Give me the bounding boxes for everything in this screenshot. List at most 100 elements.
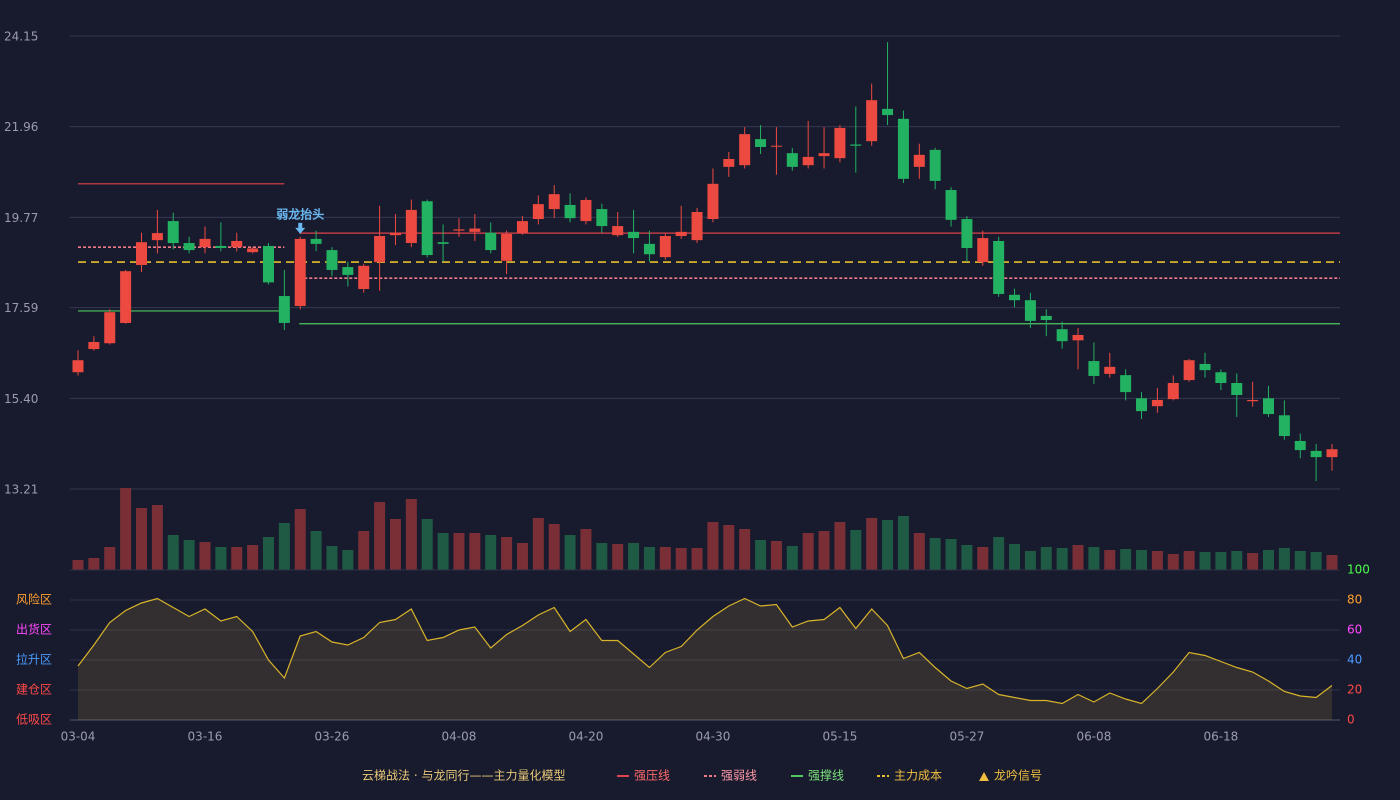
annotation-text: 弱龙抬头 [276,206,324,221]
candle-body [675,231,687,236]
y2-tick-label: 20 [1347,683,1362,697]
volume-bar [1088,547,1100,570]
candle-body [628,231,640,239]
volume-bar [1263,550,1275,570]
candle-body [596,209,608,227]
volume-bar [770,541,782,570]
y-tick-label: 17.59 [4,301,38,315]
candle-body [374,235,386,263]
volume-bar [1024,551,1036,570]
candle-body [215,245,227,249]
x-tick-label: 04-08 [442,730,477,744]
candle-body [723,158,735,167]
candle-body [945,190,957,220]
volume-bar [897,516,909,570]
volume-bar [231,547,243,570]
y-tick-label: 13.21 [4,483,38,497]
y-tick-label: 24.15 [4,30,38,44]
volume-bar [850,530,862,570]
volume-bar [1278,548,1290,570]
legend-title: 云梯战法 · 与龙同行——主力量化模型 [362,769,565,783]
candle-body [755,139,767,147]
candle-body [437,242,449,244]
candle-body [1088,361,1100,376]
volume-bar [453,533,465,570]
x-tick-label: 04-30 [695,730,730,744]
volume-bar [882,520,894,570]
candle-body [231,240,243,248]
candle-body [770,145,782,147]
volume-bar [72,560,84,570]
candle-body [167,221,179,244]
candle-body [580,199,592,222]
volume-bar [659,547,671,570]
y2-tick-label: 80 [1347,593,1362,607]
indicator-line [77,597,1333,705]
volume-bar [596,543,608,570]
volume-bar [326,546,338,570]
candle-body [405,209,417,244]
candle-body [278,296,290,323]
candle-body [850,144,862,146]
zone-label: 拉升区 [16,652,52,667]
volume-bar [342,550,354,570]
candle-body [1278,415,1290,436]
candle-body [469,228,481,232]
volume-bar [1310,552,1322,570]
volume-bar [1040,547,1052,570]
volume-bar [199,542,211,570]
volume-bar [1167,554,1179,570]
volume-bar [1104,550,1116,570]
volume-bar [961,545,973,570]
volume-bar [278,523,290,570]
candle-body [1310,450,1322,458]
candle-body [897,118,909,179]
candle-body [247,248,259,253]
candle-body [262,245,274,283]
volume-bar [1247,553,1259,570]
volume-bar [1056,548,1068,570]
candle-body [199,238,211,248]
volume-bar [564,535,576,570]
candle-body [1326,449,1338,458]
volume-bar [1072,545,1084,570]
volume-bar [516,543,528,570]
x-tick-label: 03-04 [61,730,96,744]
volume-bar [247,545,259,570]
candle-body [453,229,465,231]
candle-body [88,342,100,350]
candle-body [818,153,830,157]
candle-body [1009,294,1021,301]
candle-body [929,149,941,181]
candle-body [342,267,354,275]
candle-body [135,242,147,265]
candle-body [358,265,370,290]
candle-body [802,156,814,166]
candle-body [1104,366,1116,374]
volume-bar [501,537,513,570]
y-tick-label: 21.96 [4,120,38,134]
candle-body [786,153,798,167]
candle-body [151,233,163,241]
volume-bar [691,548,703,570]
volume-bar [866,518,878,570]
zone-label: 风险区 [16,592,52,607]
legend-label: 强撑线 [808,768,844,783]
candle-body [326,250,338,270]
volume-bar [1294,551,1306,570]
volume-bar [628,543,640,570]
candle-body [913,154,925,167]
candle-body [691,211,703,241]
candle-body [564,204,576,219]
candle-body [1215,372,1227,383]
volume-bar [1215,552,1227,570]
x-tick-label: 05-27 [949,730,984,744]
candle-body [120,271,132,323]
candle-body [961,219,973,249]
candle-body [1183,360,1195,381]
candle-body [1199,363,1211,371]
volume-bar [802,533,814,570]
volume-bar [929,538,941,570]
